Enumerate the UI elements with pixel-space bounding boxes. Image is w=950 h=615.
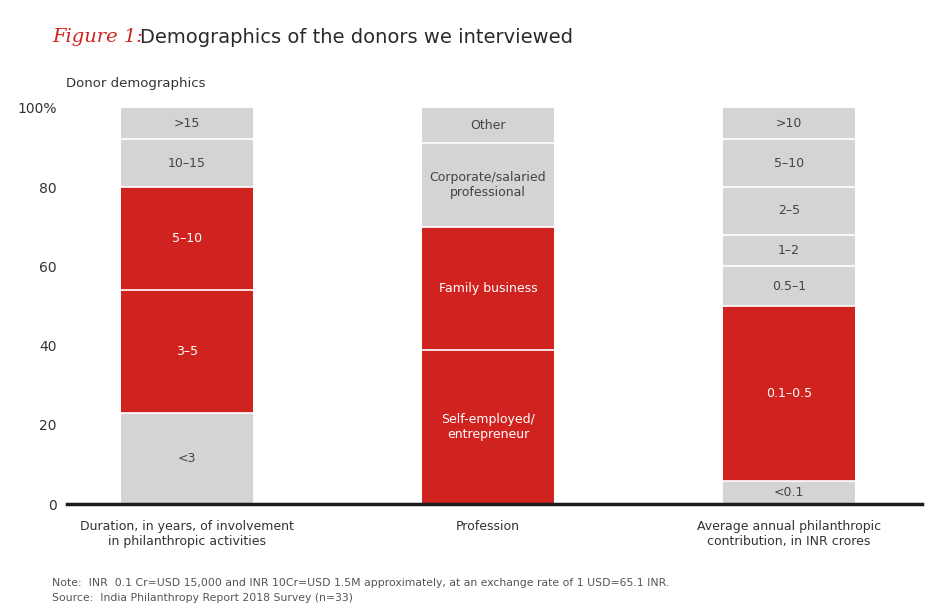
Text: 5–10: 5–10 — [774, 157, 804, 170]
Bar — [121, 187, 253, 290]
Text: Donor demographics: Donor demographics — [66, 77, 206, 90]
Bar — [422, 143, 554, 227]
Bar — [121, 290, 253, 413]
Text: Self-employed/
entrepreneur: Self-employed/ entrepreneur — [441, 413, 535, 441]
Text: Other: Other — [470, 119, 505, 132]
Bar — [723, 108, 855, 140]
Bar — [723, 480, 855, 504]
Bar — [121, 108, 253, 140]
Text: <0.1: <0.1 — [774, 486, 805, 499]
Bar — [422, 108, 554, 143]
Text: <3: <3 — [178, 452, 196, 465]
Text: Family business: Family business — [439, 282, 538, 295]
Text: 2–5: 2–5 — [778, 204, 800, 217]
Text: Demographics of the donors we interviewed: Demographics of the donors we interviewe… — [140, 28, 573, 47]
Bar — [422, 227, 554, 350]
Text: >15: >15 — [174, 117, 200, 130]
Bar — [723, 266, 855, 306]
Text: Note:  INR  0.1 Cr=USD 15,000 and INR 10Cr=USD 1.5M approximately, at an exchang: Note: INR 0.1 Cr=USD 15,000 and INR 10Cr… — [52, 578, 670, 588]
Text: 1–2: 1–2 — [778, 244, 800, 257]
Text: 10–15: 10–15 — [168, 157, 206, 170]
Text: Source:  India Philanthropy Report 2018 Survey (n=33): Source: India Philanthropy Report 2018 S… — [52, 593, 353, 603]
Text: 3–5: 3–5 — [176, 345, 198, 358]
Text: >10: >10 — [776, 117, 802, 130]
Bar — [121, 140, 253, 187]
Text: 0.1–0.5: 0.1–0.5 — [766, 387, 812, 400]
Text: Figure 1:: Figure 1: — [52, 28, 149, 46]
Bar — [422, 350, 554, 504]
Bar — [723, 187, 855, 234]
Text: 5–10: 5–10 — [172, 232, 202, 245]
Bar — [723, 234, 855, 266]
Text: 0.5–1: 0.5–1 — [772, 280, 807, 293]
Bar — [121, 413, 253, 504]
Bar — [723, 306, 855, 480]
Bar — [723, 140, 855, 187]
Text: Corporate/salaried
professional: Corporate/salaried professional — [429, 171, 546, 199]
